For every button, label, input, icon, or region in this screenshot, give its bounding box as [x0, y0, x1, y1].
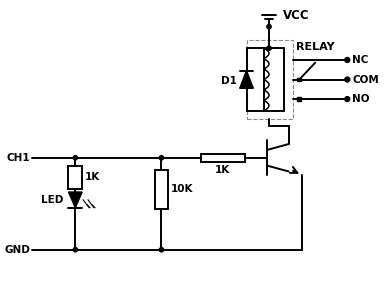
Bar — [155, 170, 168, 209]
Circle shape — [159, 248, 164, 252]
Bar — [297, 97, 301, 101]
Circle shape — [345, 77, 350, 82]
Bar — [200, 154, 245, 162]
Text: LED: LED — [41, 195, 64, 205]
Text: NO: NO — [352, 94, 370, 104]
Bar — [297, 78, 301, 81]
Polygon shape — [240, 71, 253, 88]
Text: COM: COM — [352, 75, 379, 84]
Circle shape — [73, 156, 78, 160]
Bar — [68, 165, 82, 189]
Text: GND: GND — [5, 245, 30, 255]
Text: 1K: 1K — [215, 165, 230, 175]
Text: RELAY: RELAY — [296, 42, 335, 52]
Text: VCC: VCC — [283, 9, 310, 22]
Circle shape — [267, 46, 271, 50]
Circle shape — [267, 24, 271, 29]
Circle shape — [345, 97, 350, 101]
Text: D1: D1 — [221, 76, 237, 86]
Text: 10K: 10K — [171, 184, 194, 194]
Text: CH1: CH1 — [7, 153, 30, 163]
Circle shape — [345, 58, 350, 63]
Circle shape — [159, 156, 164, 160]
Text: 1K: 1K — [85, 172, 100, 182]
Bar — [248, 40, 293, 119]
Polygon shape — [68, 192, 82, 208]
Text: NC: NC — [352, 55, 369, 65]
Circle shape — [73, 248, 78, 252]
